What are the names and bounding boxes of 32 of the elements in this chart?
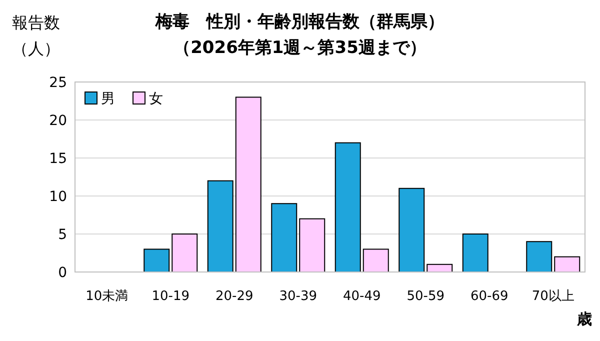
y-axis-title: 報告数（人） <box>11 12 61 60</box>
y-tick-label: 15 <box>49 151 67 167</box>
x-tick-label: 60-69 <box>470 289 508 304</box>
x-tick-label: 70以上 <box>532 289 574 304</box>
x-tick-label: 20-29 <box>215 289 254 304</box>
y-tick-label: 10 <box>49 189 67 205</box>
bar <box>207 180 234 272</box>
bar <box>235 96 262 272</box>
bar <box>299 218 326 272</box>
y-tick-label: 20 <box>49 113 67 129</box>
x-tick-label: 10-19 <box>152 289 190 304</box>
bar <box>526 241 552 272</box>
bar <box>462 234 488 272</box>
chart-subtitle: （2026年第1週～第35週まで） <box>174 38 426 58</box>
x-axis-title: 歳 <box>577 310 592 329</box>
y-tick-label: 5 <box>58 227 67 243</box>
bar <box>554 256 580 272</box>
x-tick-label: 40-49 <box>342 289 381 304</box>
bar <box>362 248 389 272</box>
x-tick-label: 30-39 <box>279 289 318 304</box>
chart-title: 梅毒 性別・年齢別報告数（群馬県） <box>156 12 444 32</box>
x-tick-label: 50-59 <box>406 289 445 304</box>
y-tick-label: 25 <box>49 75 67 91</box>
y-tick-label: 0 <box>58 265 67 281</box>
bar <box>271 203 298 272</box>
legend-label: 男 <box>101 91 115 107</box>
bar <box>398 188 425 272</box>
bar <box>334 142 361 272</box>
legend-label: 女 <box>149 91 163 107</box>
bar <box>144 248 170 272</box>
x-tick-label: 10未満 <box>86 289 128 304</box>
bar <box>172 234 198 272</box>
